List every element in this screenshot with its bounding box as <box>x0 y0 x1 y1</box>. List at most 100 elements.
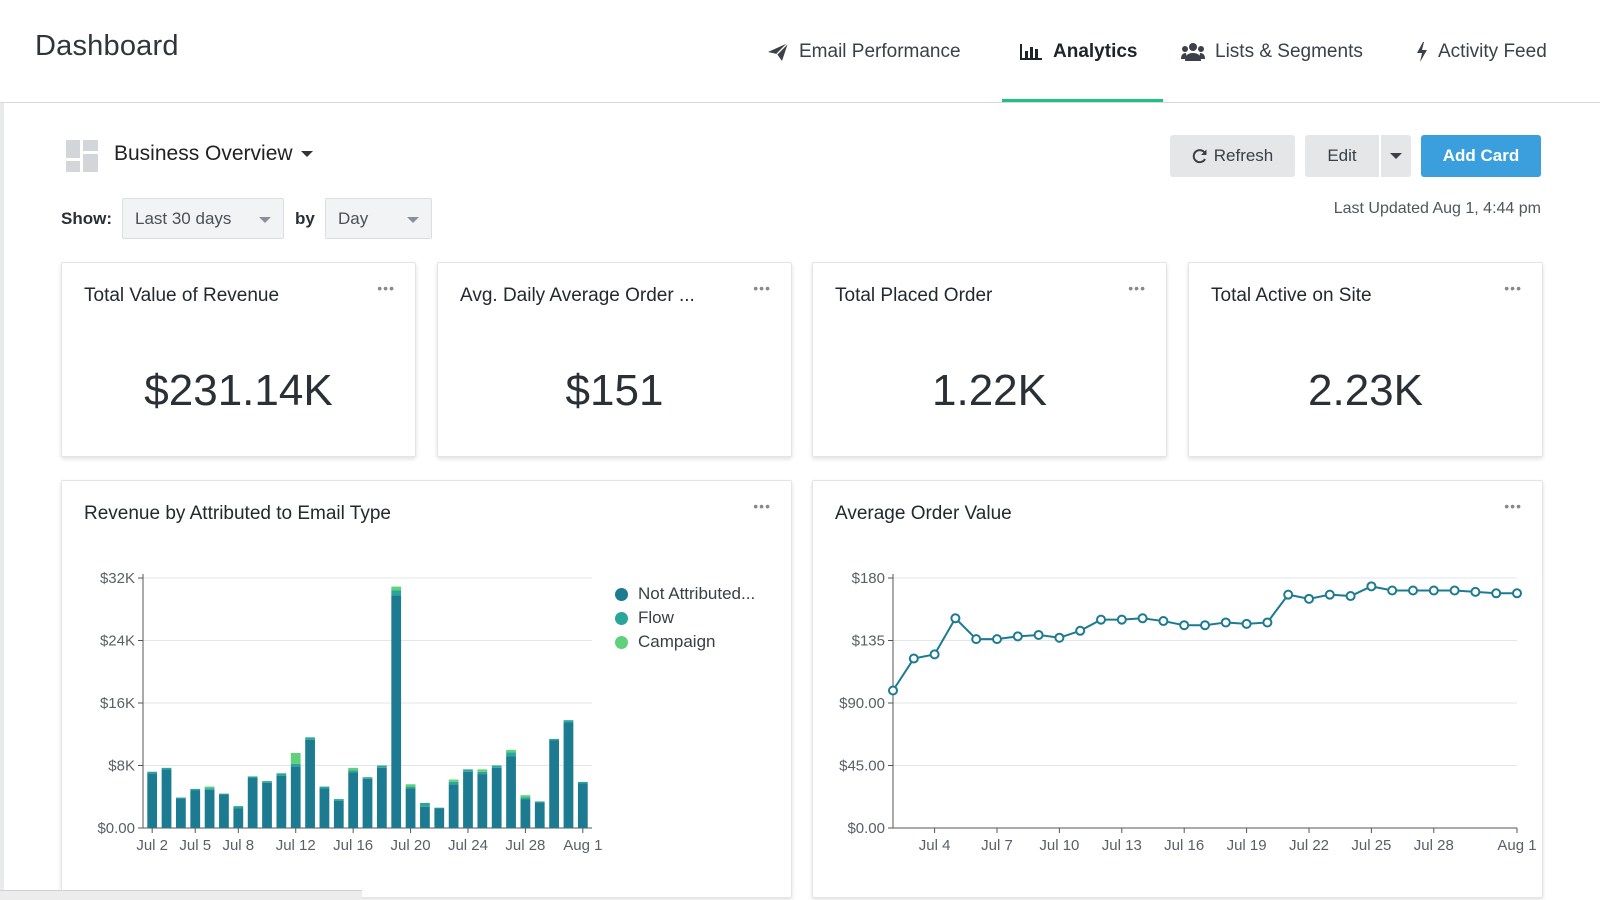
bar-segment <box>391 590 402 596</box>
page-title: Dashboard <box>35 30 179 62</box>
data-point <box>888 685 898 696</box>
y-tick-label: $135 <box>852 633 885 650</box>
data-point <box>1470 586 1481 597</box>
last-updated-text: Last Updated Aug 1, 4:44 pm <box>1333 200 1541 217</box>
chart-title: Average Order Value <box>835 503 1012 524</box>
edit-button[interactable]: Edit <box>1305 135 1379 177</box>
card-title: Total Value of Revenue <box>84 285 280 306</box>
date-range-value: Last 30 days <box>135 208 232 228</box>
card-menu-icon[interactable]: ••• <box>1504 280 1522 296</box>
date-range-select[interactable]: Last 30 days <box>122 198 284 239</box>
data-point <box>1491 588 1502 599</box>
data-point <box>1241 618 1252 629</box>
bar-segment <box>319 786 330 789</box>
dashboard-selector[interactable]: Business Overview <box>114 142 313 166</box>
bar-segment <box>549 738 559 741</box>
y-tick-label: $32K <box>100 570 135 587</box>
card-menu-icon[interactable]: ••• <box>1504 498 1522 514</box>
card-menu-icon[interactable]: ••• <box>753 280 771 296</box>
lightning-icon <box>1417 41 1427 62</box>
x-tick-label: Jul 20 <box>391 837 431 854</box>
data-point <box>1200 620 1210 631</box>
bar-segment <box>506 752 516 757</box>
x-tick-label: Jul 8 <box>222 837 254 854</box>
card-menu-icon[interactable]: ••• <box>1128 280 1146 296</box>
tab-label: Activity Feed <box>1438 40 1547 62</box>
data-point <box>971 634 982 645</box>
card-menu-icon[interactable]: ••• <box>377 280 395 296</box>
data-point <box>929 649 940 660</box>
legend-item-campaign[interactable]: Campaign <box>615 630 755 654</box>
bar-segment <box>176 797 186 799</box>
data-point <box>1075 625 1086 636</box>
dashboard-name: Business Overview <box>114 142 293 165</box>
add-card-button[interactable]: Add Card <box>1421 135 1541 177</box>
x-tick-label: Jul 28 <box>505 837 545 854</box>
data-point <box>1512 588 1522 599</box>
edit-options-button[interactable] <box>1381 135 1411 177</box>
bar-segment <box>362 778 373 828</box>
active-tab-indicator <box>1002 99 1163 102</box>
caret-down-icon <box>300 151 313 157</box>
card-title: Total Placed Order <box>835 285 993 306</box>
bar-segment <box>563 720 574 723</box>
bar-segment <box>348 767 359 771</box>
tab-lists-segments[interactable]: Lists & Segments <box>1181 0 1363 103</box>
legend-item-not-attributed[interactable]: Not Attributed... <box>615 582 755 606</box>
x-tick-label: Jul 19 <box>1227 837 1267 854</box>
left-edge <box>0 0 4 900</box>
tab-email-performance[interactable]: Email Performance <box>767 0 961 103</box>
caret-down-icon <box>1390 153 1402 159</box>
y-tick-label: $180 <box>852 570 885 587</box>
metric-value: $231.14K <box>144 366 333 415</box>
x-tick-label: Jul 7 <box>981 837 1013 854</box>
x-tick-label: Jul 2 <box>136 837 168 854</box>
card-menu-icon[interactable]: ••• <box>753 498 771 514</box>
bar-segment <box>534 802 545 828</box>
bar-segment <box>391 595 402 828</box>
bar-segment <box>276 773 287 776</box>
legend-label: Campaign <box>638 632 716 651</box>
legend-dot <box>615 587 628 601</box>
bar-segment <box>463 771 473 828</box>
bar-segment <box>577 783 588 828</box>
legend-dot <box>615 611 628 625</box>
x-tick-label: Aug 1 <box>1497 837 1536 854</box>
horizontal-scrollbar[interactable] <box>0 890 362 900</box>
bar-segment <box>247 776 258 778</box>
bar-segment <box>176 798 186 828</box>
legend-item-flow[interactable]: Flow <box>615 606 755 630</box>
chevron-down-icon <box>259 217 271 223</box>
bar-segment <box>376 767 387 828</box>
data-point <box>1220 617 1231 628</box>
metric-card-revenue: Total Value of Revenue ••• $231.14K <box>61 262 416 457</box>
data-point <box>1137 613 1148 624</box>
tab-activity-feed[interactable]: Activity Feed <box>1416 0 1547 103</box>
bar-segment <box>448 784 459 828</box>
tab-analytics[interactable]: Analytics <box>1019 0 1137 103</box>
y-tick-label: $0.00 <box>97 820 135 837</box>
bar-segment <box>434 807 445 809</box>
chevron-down-icon <box>407 217 419 223</box>
data-point <box>1304 593 1314 604</box>
x-tick-label: Jul 10 <box>1039 837 1079 854</box>
bar-chart-icon <box>1020 43 1042 60</box>
bar-segment <box>434 808 445 828</box>
legend-dot <box>615 635 628 649</box>
refresh-button[interactable]: Refresh <box>1170 135 1295 177</box>
y-tick-label: $0.00 <box>847 820 885 837</box>
bar-segment <box>204 789 215 828</box>
bar-segment <box>491 767 502 828</box>
data-point <box>1387 585 1398 596</box>
bar-segment <box>290 753 301 764</box>
bar-segment <box>219 794 229 828</box>
bar-segment <box>348 770 359 773</box>
x-tick-label: Jul 13 <box>1102 837 1142 854</box>
bar-segment <box>420 803 430 807</box>
granularity-select[interactable]: Day <box>325 198 432 239</box>
bar-segment <box>204 788 215 790</box>
x-tick-label: Jul 22 <box>1289 837 1329 854</box>
aov-line-chart: $0.00 $45.00 $90.00 $135 $180 Jul 4 Jul 7 Jul 1… <box>839 570 1536 854</box>
x-tick-label: Jul 24 <box>448 837 488 854</box>
bar-segment <box>391 586 402 591</box>
